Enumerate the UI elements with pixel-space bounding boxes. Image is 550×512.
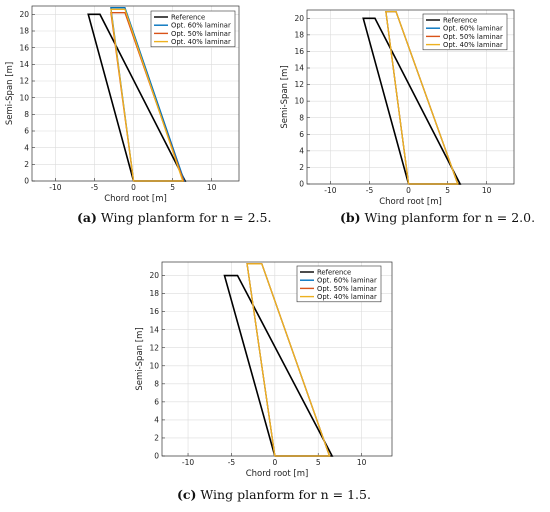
y-tick-label: 20 [149, 271, 159, 280]
x-tick-label: 0 [131, 183, 136, 192]
y-tick-label: 12 [149, 343, 159, 352]
y-axis-label: Semi-Span [m] [280, 65, 290, 128]
caption-b: (b) Wing planform for n = 2.0. [340, 210, 535, 225]
y-tick-label: 18 [19, 27, 29, 36]
y-tick-label: 16 [294, 47, 304, 56]
y-axis-label: Semi-Span [m] [5, 62, 15, 125]
y-tick-label: 0 [299, 180, 304, 189]
legend-label-1: Opt. 60% laminar [443, 25, 503, 33]
x-tick-label: -5 [91, 183, 99, 192]
chart-panel-c: -10 -5 0 5 10 0 2 4 6 8 10 12 14 16 18 20 Chord root [m]… [130, 250, 420, 479]
x-tick-label: 10 [207, 183, 217, 192]
caption-c-text: Wing planform for n = 1.5. [196, 487, 371, 502]
series-line-3 [110, 8, 184, 182]
caption-b-letter: (b) [340, 210, 361, 225]
y-tick-label: 10 [19, 93, 29, 102]
caption-b-text: Wing planform for n = 2.0. [360, 210, 536, 225]
y-tick-label: 20 [294, 14, 304, 23]
caption-c-letter: (c) [177, 487, 197, 502]
chart-a: -10 -5 0 5 10 0 2 4 6 8 10 12 14 16 18 20 Chord root [m]… [5, 5, 240, 204]
x-tick-label: 10 [482, 186, 492, 195]
legend-label-2: Opt. 50% laminar [443, 33, 503, 41]
y-tick-label: 6 [154, 397, 159, 406]
caption-c: (c) Wing planform for n = 1.5. [177, 487, 371, 502]
legend-label-0: Reference [171, 13, 205, 21]
y-tick-label: 10 [149, 361, 159, 370]
x-tick-label: 5 [445, 186, 450, 195]
y-tick-label: 4 [299, 146, 304, 155]
x-tick-label: -5 [228, 458, 236, 467]
y-tick-label: 12 [19, 77, 29, 86]
series-line-3 [246, 263, 331, 457]
x-axis-label: Chord root [m] [246, 469, 309, 479]
y-tick-label: 6 [24, 127, 29, 136]
y-tick-label: 0 [154, 452, 159, 461]
y-tick-label: 4 [154, 416, 159, 425]
x-tick-label: -10 [49, 183, 61, 192]
y-tick-label: 8 [24, 110, 29, 119]
chart-c: -10 -5 0 5 10 0 2 4 6 8 10 12 14 16 18 20 Chord root [m]… [135, 261, 393, 479]
y-tick-label: 2 [299, 163, 304, 172]
y-tick-label: 10 [294, 97, 304, 106]
legend-label-3: Opt. 40% laminar [317, 293, 377, 301]
y-tick-label: 6 [299, 130, 304, 139]
y-tick-label: 14 [19, 60, 29, 69]
y-tick-label: 0 [24, 177, 29, 186]
caption-a-text: Wing planform for n = 2.5. [96, 210, 272, 225]
legend-label-1: Opt. 60% laminar [171, 22, 231, 30]
chart-panel-a: -10 -5 0 5 10 0 2 4 6 8 10 12 14 16 18 20 Chord root [m]… [0, 0, 275, 240]
series-line-3 [385, 11, 459, 185]
x-tick-label: 0 [272, 458, 277, 467]
legend-label-2: Opt. 50% laminar [317, 285, 377, 293]
legend-label-0: Reference [443, 16, 477, 24]
legend-label-3: Opt. 40% laminar [171, 38, 231, 46]
caption-a: (a) Wing planform for n = 2.5. [77, 210, 271, 225]
legend-label-2: Opt. 50% laminar [171, 30, 231, 38]
y-axis-label: Semi-Span [m] [135, 327, 145, 390]
y-tick-label: 8 [154, 379, 159, 388]
x-tick-label: 5 [170, 183, 175, 192]
y-tick-label: 20 [19, 10, 29, 19]
y-tick-label: 16 [19, 43, 29, 52]
x-axis-label: Chord root [m] [379, 197, 442, 207]
y-tick-label: 4 [24, 143, 29, 152]
y-tick-label: 8 [299, 113, 304, 122]
x-tick-label: -10 [324, 186, 336, 195]
chart-panel-b: -10 -5 0 5 10 0 2 4 6 8 10 12 14 16 18 20 Chord root [m]… [275, 0, 550, 240]
x-tick-label: 0 [406, 186, 411, 195]
y-tick-label: 18 [294, 30, 304, 39]
y-tick-label: 2 [24, 160, 29, 169]
legend-label-1: Opt. 60% laminar [317, 277, 377, 285]
y-tick-label: 14 [294, 64, 304, 73]
y-tick-label: 14 [149, 325, 159, 334]
x-tick-label: -10 [182, 458, 194, 467]
chart-b: -10 -5 0 5 10 0 2 4 6 8 10 12 14 16 18 20 Chord root [m]… [280, 9, 515, 207]
y-tick-label: 16 [149, 307, 159, 316]
y-tick-label: 12 [294, 80, 304, 89]
caption-a-letter: (a) [77, 210, 97, 225]
y-tick-label: 18 [149, 289, 159, 298]
x-tick-label: 5 [316, 458, 321, 467]
y-tick-label: 2 [154, 434, 159, 443]
x-axis-label: Chord root [m] [104, 194, 167, 204]
x-tick-label: -5 [366, 186, 374, 195]
legend-label-3: Opt. 40% laminar [443, 41, 503, 49]
legend-label-0: Reference [317, 268, 351, 276]
x-tick-label: 10 [357, 458, 367, 467]
